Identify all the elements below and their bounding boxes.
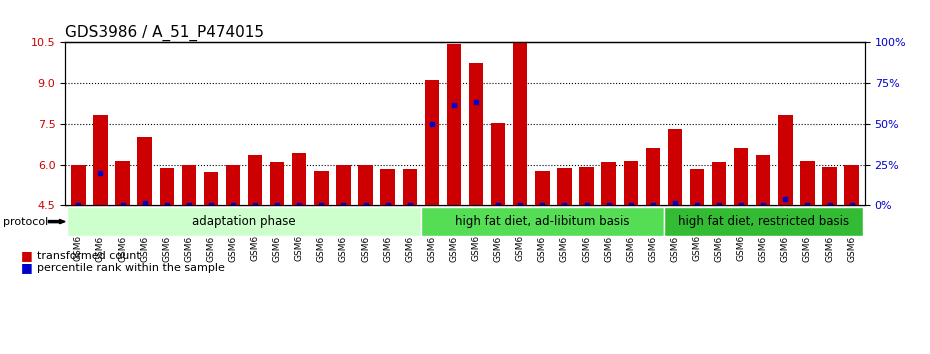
Bar: [822, 167, 837, 205]
Bar: [403, 170, 417, 205]
Bar: [248, 155, 262, 205]
Text: high fat diet, restricted basis: high fat diet, restricted basis: [678, 215, 849, 228]
Bar: [292, 153, 307, 205]
Bar: [72, 165, 86, 205]
Bar: [358, 165, 373, 205]
Bar: [535, 171, 550, 205]
Bar: [469, 63, 484, 205]
Bar: [557, 168, 572, 205]
Bar: [645, 148, 660, 205]
Bar: [138, 137, 152, 205]
Text: adaptation phase: adaptation phase: [193, 215, 296, 228]
Bar: [513, 42, 527, 205]
Bar: [314, 171, 328, 205]
Bar: [93, 115, 108, 205]
Bar: [623, 161, 638, 205]
Bar: [602, 162, 616, 205]
Bar: [425, 80, 439, 205]
Bar: [579, 167, 593, 205]
Text: ■: ■: [20, 249, 33, 262]
Bar: [446, 44, 461, 205]
Text: ■: ■: [20, 262, 33, 274]
Bar: [380, 170, 395, 205]
Bar: [337, 165, 351, 205]
Bar: [160, 168, 174, 205]
Bar: [226, 165, 240, 205]
Text: transformed count: transformed count: [37, 251, 141, 261]
Text: protocol: protocol: [3, 217, 48, 227]
Text: percentile rank within the sample: percentile rank within the sample: [37, 263, 225, 273]
Bar: [181, 165, 196, 205]
Bar: [711, 162, 726, 205]
Bar: [204, 172, 219, 205]
Bar: [756, 155, 770, 205]
Bar: [270, 162, 285, 205]
Text: GDS3986 / A_51_P474015: GDS3986 / A_51_P474015: [65, 25, 264, 41]
Bar: [690, 169, 704, 205]
Text: high fat diet, ad-libitum basis: high fat diet, ad-libitum basis: [455, 215, 630, 228]
Bar: [734, 148, 749, 205]
Bar: [115, 161, 129, 205]
Bar: [844, 165, 858, 205]
Bar: [778, 115, 792, 205]
Bar: [801, 161, 815, 205]
Bar: [491, 122, 505, 205]
Bar: [668, 129, 682, 205]
